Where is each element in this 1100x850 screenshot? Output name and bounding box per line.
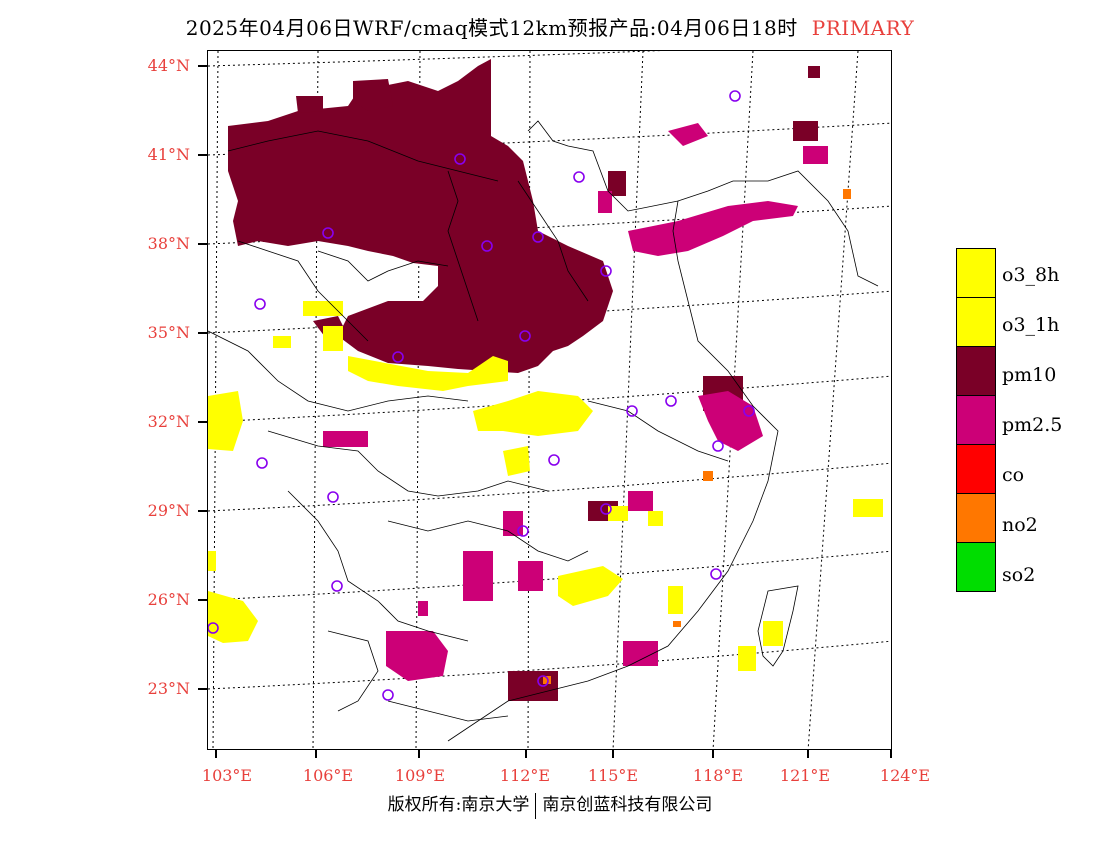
pm10-areas [228,59,820,701]
lat-label-38: 38°N [147,234,190,253]
lon-label-124: 124°E [879,766,931,785]
map-panel [207,50,892,750]
lat-label-26: 26°N [147,590,190,609]
lon-tick [525,750,527,758]
copyright-footer: 版权所有:南京大学 南京创蓝科技有限公司 [0,790,1100,819]
legend-label-pm25: pm2.5 [1002,414,1063,436]
lat-tick [198,599,207,601]
lat-tick [198,510,207,512]
legend [956,248,996,592]
lat-label-35: 35°N [147,323,190,342]
lon-label-115: 115°E [587,766,639,785]
legend-swatch-o3-1h [956,297,996,347]
lon-label-109: 109°E [394,766,446,785]
lat-label-23: 23°N [147,679,190,698]
lat-tick [198,332,207,334]
lon-tick [890,750,892,758]
lat-tick [198,154,207,156]
lon-label-103: 103°E [201,766,253,785]
lon-tick [315,750,317,758]
boundaries [208,120,879,742]
lat-tick [198,243,207,245]
lon-tick [418,750,420,758]
legend-swatch-o3-8h [956,248,996,298]
legend-label-no2: no2 [1002,514,1038,536]
legend-swatch-so2 [956,542,996,592]
copyright-left: 版权所有:南京大学 [387,795,530,815]
title-text: 2025年04月06日WRF/cmaq模式12km预报产品:04月06日18时 [185,16,798,40]
lat-label-44: 44°N [147,56,190,75]
lat-label-29: 29°N [147,501,190,520]
legend-label-so2: so2 [1002,564,1036,586]
map-title: 2025年04月06日WRF/cmaq模式12km预报产品:04月06日18时 P… [0,12,1100,41]
legend-swatch-co [956,444,996,494]
lat-label-32: 32°N [147,412,190,431]
legend-label-pm10: pm10 [1002,364,1057,386]
lat-tick [198,421,207,423]
copyright-right: 南京创蓝科技有限公司 [542,795,713,815]
lat-label-41: 41°N [147,145,190,164]
title-tag: PRIMARY [811,16,915,40]
lat-tick [198,65,207,67]
station-markers [208,90,755,701]
legend-swatch-pm10 [956,346,996,396]
lon-label-121: 121°E [779,766,831,785]
no2-areas [543,189,851,684]
legend-swatch-pm25 [956,395,996,445]
legend-label-co: co [1002,464,1025,486]
lon-tick [807,750,809,758]
pollution-map [208,51,891,749]
lon-label-118: 118°E [692,766,744,785]
footer-divider [535,792,537,819]
lon-label-112: 112°E [499,766,551,785]
lon-tick [712,750,714,758]
legend-label-o3-1h: o3_1h [1002,314,1060,336]
lon-label-106: 106°E [302,766,354,785]
lat-tick [198,688,207,690]
legend-label-o3-8h: o3_8h [1002,264,1060,286]
lon-tick [215,750,217,758]
o3-areas [208,301,883,671]
pm25-areas [323,123,828,681]
legend-swatch-no2 [956,493,996,543]
lon-tick [612,750,614,758]
